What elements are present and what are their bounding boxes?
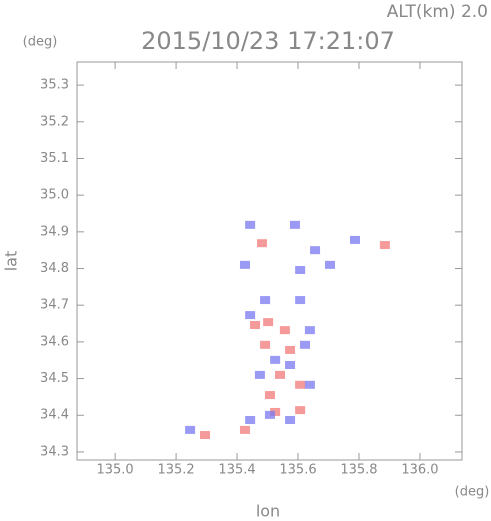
point [295, 296, 306, 305]
point [304, 326, 315, 335]
y-tick-label: 35.3 [40, 78, 69, 93]
y-unit: (deg) [23, 35, 58, 50]
point [239, 260, 250, 269]
x-unit: (deg) [455, 485, 490, 500]
point [300, 340, 311, 349]
y-axis-label: lat [2, 251, 21, 272]
point [379, 241, 390, 250]
y-tick-label: 34.9 [40, 224, 69, 239]
point [260, 296, 271, 305]
point [245, 416, 256, 425]
point [185, 425, 196, 434]
point [295, 380, 306, 389]
point [263, 318, 274, 327]
point [279, 326, 290, 335]
point [270, 355, 281, 364]
x-tick-label: 135.2 [157, 463, 194, 478]
point [304, 380, 315, 389]
point [260, 340, 271, 349]
point [250, 321, 261, 330]
point [285, 416, 296, 425]
y-tick-label: 35.2 [40, 114, 69, 129]
point [200, 431, 211, 440]
point [295, 265, 306, 274]
x-axis-label: lon [256, 502, 280, 521]
point [350, 235, 361, 244]
x-tick-label: 136.0 [401, 463, 438, 478]
point [239, 425, 250, 434]
x-tick-label: 135.0 [96, 463, 133, 478]
point [254, 370, 265, 379]
y-tick-label: 35.1 [40, 151, 69, 166]
point [257, 239, 268, 248]
x-tick-label: 135.4 [218, 463, 255, 478]
point [285, 345, 296, 354]
y-tick-label: 35.0 [40, 188, 69, 203]
point [264, 410, 275, 419]
point [285, 360, 296, 369]
subtitle: ALT(km) 2.0 [387, 2, 488, 22]
point [245, 311, 256, 320]
point [245, 220, 256, 229]
y-tick-label: 34.7 [40, 298, 69, 313]
point [310, 246, 321, 255]
x-tick-label: 135.6 [279, 463, 316, 478]
y-tick-label: 34.6 [40, 334, 69, 349]
point [264, 391, 275, 400]
x-tick-label: 135.8 [340, 463, 377, 478]
plot-frame [76, 61, 463, 461]
point [325, 260, 336, 269]
point [270, 407, 281, 416]
y-tick-label: 34.5 [40, 371, 69, 386]
y-tick-label: 34.8 [40, 261, 69, 276]
point [289, 220, 300, 229]
y-tick-label: 34.4 [40, 408, 69, 423]
y-tick-label: 34.3 [40, 444, 69, 459]
chart-title: 2015/10/23 17:21:07 [141, 27, 395, 55]
point [275, 370, 286, 379]
point [295, 406, 306, 415]
